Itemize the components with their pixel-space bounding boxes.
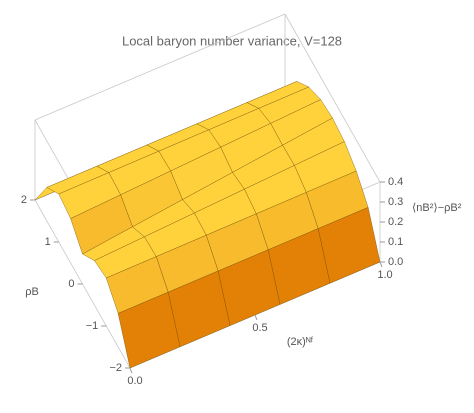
z-axis-label: ⟨nB²⟩−ρB² xyxy=(412,202,462,214)
x-axis-label: ρB xyxy=(25,286,39,298)
y-tick-label: 0.0 xyxy=(127,375,142,387)
box-edge xyxy=(34,13,286,121)
x-tick-label: −2 xyxy=(109,362,122,374)
z-tick-label: 0.1 xyxy=(388,236,403,248)
x-tick-label: 0 xyxy=(68,278,74,290)
y-tick xyxy=(129,367,133,374)
z-tick-label: 0.0 xyxy=(388,256,403,268)
y-tick-label: 0.5 xyxy=(252,322,267,334)
x-tick-label: 2 xyxy=(21,194,27,206)
z-tick-label: 0.4 xyxy=(388,176,403,188)
chart-title: Local baryon number variance, V=128 xyxy=(122,33,342,48)
x-tick-label: −1 xyxy=(86,320,99,332)
surface-patch xyxy=(117,291,181,369)
z-tick-label: 0.2 xyxy=(388,216,403,228)
y-tick xyxy=(254,314,258,321)
surface xyxy=(34,81,381,369)
y-tick xyxy=(379,261,383,268)
y-tick-label: 1.0 xyxy=(377,269,392,281)
z-tick-label: 0.3 xyxy=(388,196,403,208)
box-edge xyxy=(284,13,381,183)
axes-labels: −2−10120.00.51.00.00.10.20.30.4ρB(2κ)ᴺᶠ⟨… xyxy=(21,176,462,387)
x-tick-label: 1 xyxy=(45,236,51,248)
y-axis-label: (2κ)ᴺᶠ xyxy=(287,336,314,348)
